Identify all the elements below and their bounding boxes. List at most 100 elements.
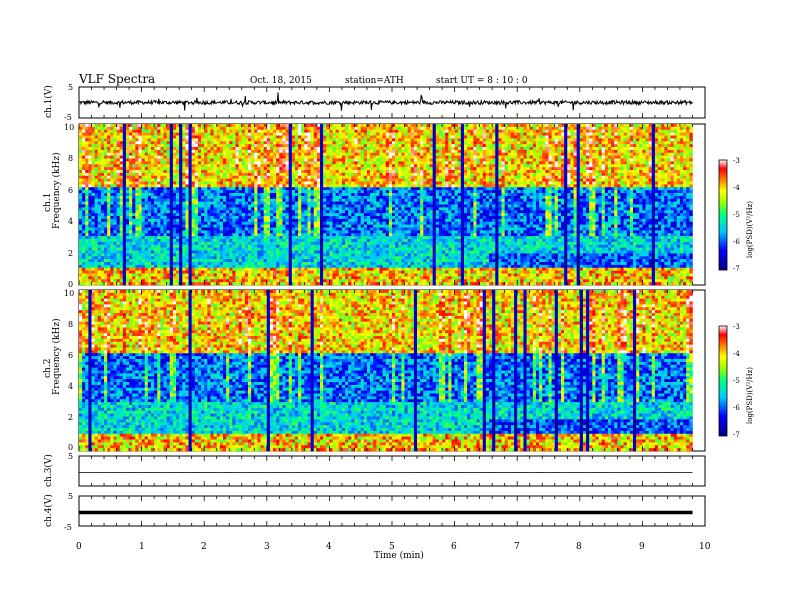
spectrogram-cell [185,141,188,144]
spectrogram-cell [351,196,354,199]
spectrogram-cell [129,136,132,139]
spectrogram-cell [154,276,157,279]
spectrogram-cell [195,256,198,259]
spectrogram-cell [135,153,138,156]
spectrogram-cell [104,147,107,150]
spectrogram-cell [107,205,110,208]
spectrogram-cell [304,242,307,245]
spectrogram-cell [220,216,223,219]
spectrogram-cell [279,262,282,265]
spectrogram-cell [251,199,254,202]
spectrogram-cell [214,182,217,185]
spectrogram-cell [182,153,185,156]
spectrogram-cell [210,150,213,153]
spectrogram-cell [326,147,329,150]
spectrogram-cell [88,141,91,144]
spectrogram-cell [317,265,320,268]
spectrogram-cell [317,182,320,185]
spectrogram-cell [148,127,151,130]
spectrogram-cell [317,176,320,179]
spectrogram-cell [113,193,116,196]
spectrogram-cell [314,196,317,199]
spectrogram-cell [223,141,226,144]
spectrogram-cell [123,136,126,139]
spectrogram-cell [248,256,251,259]
spectrogram-cell [101,239,104,242]
spectrogram-cell [317,159,320,162]
spectrogram-cell [173,182,176,185]
spectrogram-cell [286,219,289,222]
spectrogram-cell [226,265,229,268]
spectrogram-cell [85,164,88,167]
spectrogram-cell [104,127,107,130]
spectrogram-cell [110,179,113,182]
spectrogram-cell [201,219,204,222]
spectrogram-cell [289,225,292,228]
spectrogram-cell [113,230,116,233]
spectrogram-cell [223,182,226,185]
spectrogram-cell [182,156,185,159]
spectrogram-cell [251,245,254,248]
spectrogram-cell [273,265,276,268]
spectrogram-cell [336,262,339,265]
spectrogram-cell [154,150,157,153]
spectrogram-cell [248,262,251,265]
spectrogram-cell [229,274,232,277]
spectrogram-cell [170,133,173,136]
spectrogram-cell [160,236,163,239]
spectrogram-cell [132,130,135,133]
spectrogram-cell [126,173,129,176]
spectrogram-cell [160,184,163,187]
spectrogram-cell [201,196,204,199]
spectrogram-cell [157,207,160,210]
spectrogram-cell [351,242,354,245]
spectrogram-cell [232,253,235,256]
spectrogram-cell [167,187,170,190]
spectrogram-cell [217,153,220,156]
spectrogram-cell [254,133,257,136]
spectrogram-cell [104,144,107,147]
spectrogram-cell [117,236,120,239]
spectrogram-cell [279,170,282,173]
spectrogram-cell [110,196,113,199]
spectrogram-cell [210,159,213,162]
spectrogram-cell [248,239,251,242]
spectrogram-cell [257,230,260,233]
spectrogram-cell [176,245,179,248]
spectrogram-cell [317,213,320,216]
spectrogram-cell [270,196,273,199]
spectrogram-cell [198,228,201,231]
spectrogram-cell [123,130,126,133]
spectrogram-cell [348,210,351,213]
spectrogram-cell [261,242,264,245]
spectrogram-cell [179,144,182,147]
spectrogram-cell [201,136,204,139]
spectrogram-cell [176,279,179,282]
spectrogram-cell [88,219,91,222]
spectrogram-cell [236,253,239,256]
spectrogram-cell [333,150,336,153]
spectrogram-cell [329,147,332,150]
spectrogram-cell [333,256,336,259]
spectrogram-cell [236,124,239,127]
spectrogram-cell [292,156,295,159]
spectrogram-cell [79,173,82,176]
spectrogram-cell [79,176,82,179]
spectrogram-cell [311,262,314,265]
spectrogram-cell [220,164,223,167]
spectrogram-cell [223,170,226,173]
spectrogram-cell [79,253,82,256]
spectrogram-cell [286,190,289,193]
spectrogram-cell [348,144,351,147]
spectrogram-cell [226,239,229,242]
spectrogram-cell [170,173,173,176]
spectrogram-cell [342,133,345,136]
spectrogram-cell [223,179,226,182]
spectrogram-cell [248,136,251,139]
spectrogram-cell [98,265,101,268]
spectrogram-cell [223,265,226,268]
spectrogram-cell [173,173,176,176]
spectrogram-cell [201,161,204,164]
spectrogram-cell [236,222,239,225]
spectrogram-cell [236,245,239,248]
